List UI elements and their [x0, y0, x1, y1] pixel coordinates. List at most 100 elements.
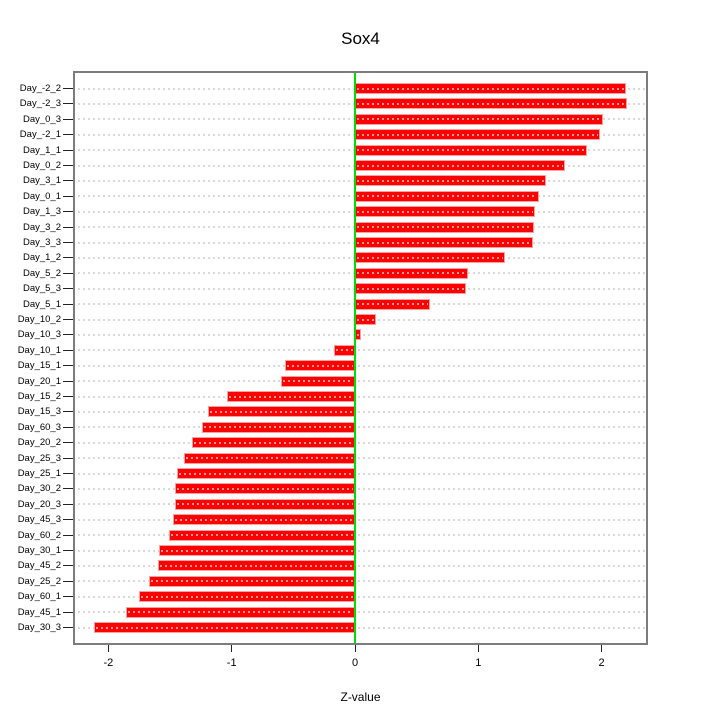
gridline	[73, 349, 648, 352]
bar-dotted-overlay	[357, 272, 467, 275]
bar	[281, 375, 355, 387]
gridline	[73, 457, 648, 460]
gridline	[73, 564, 648, 567]
bar-dotted-overlay	[185, 457, 353, 460]
y-axis-tick	[63, 503, 73, 505]
zero-reference-line	[354, 71, 356, 645]
bar	[355, 98, 628, 110]
y-axis-label: Day_10_2	[17, 314, 61, 325]
y-axis-tick	[63, 195, 73, 197]
bar-dotted-overlay	[357, 333, 360, 336]
bar-dotted-overlay	[127, 611, 353, 614]
y-axis-label: Day_5_3	[22, 283, 61, 295]
y-axis-tick	[63, 396, 73, 397]
y-axis-label: Day_0_3	[22, 113, 61, 125]
y-axis-label: Day_25_1	[17, 468, 61, 479]
y-axis-tick	[63, 242, 73, 243]
y-axis-label: Day_5_2	[22, 267, 61, 279]
bar	[355, 113, 603, 125]
bar-dotted-overlay	[228, 395, 353, 398]
y-axis-label: Day_45_3	[17, 514, 61, 526]
y-axis-label: Day_60_3	[17, 421, 61, 433]
y-axis-label: Day_15_1	[17, 360, 61, 372]
bar-dotted-overlay	[357, 256, 504, 259]
gridline	[73, 441, 648, 444]
bar	[174, 498, 355, 510]
bar-dotted-overlay	[141, 595, 353, 598]
y-axis-label: Day_45_1	[17, 606, 61, 618]
y-axis-label: Day_60_1	[17, 591, 61, 603]
bar	[157, 560, 355, 572]
chart-title: Sox4	[341, 29, 380, 48]
x-axis-tick	[601, 645, 603, 652]
bar-dotted-overlay	[357, 226, 532, 229]
y-axis-tick	[63, 118, 73, 120]
bar	[226, 391, 355, 402]
gridline	[73, 426, 648, 429]
y-axis-tick	[63, 627, 73, 628]
gridline	[73, 364, 648, 367]
bar	[355, 83, 627, 94]
y-axis-tick	[63, 272, 73, 274]
y-axis-label: Day_10_1	[17, 344, 61, 356]
x-axis-tick	[231, 645, 233, 652]
bar	[125, 606, 355, 618]
plot-area	[73, 71, 648, 645]
plot-box-border	[73, 71, 648, 645]
bar-dotted-overlay	[357, 118, 601, 121]
bar	[172, 514, 355, 526]
gridline	[73, 534, 648, 537]
y-axis-tick	[63, 488, 73, 490]
bar-dotted-overlay	[160, 549, 353, 552]
bar-dotted-overlay	[357, 164, 563, 167]
y-axis-label: Day_0_1	[22, 190, 61, 202]
bar-dotted-overlay	[283, 380, 353, 383]
x-axis-tick	[477, 645, 479, 652]
y-axis-label: Day_20_3	[17, 498, 61, 510]
y-axis-tick	[63, 580, 73, 582]
bar-dotted-overlay	[357, 241, 531, 244]
bar-dotted-overlay	[357, 287, 464, 290]
gridline	[73, 518, 648, 521]
bar	[158, 545, 355, 556]
bar-dotted-overlay	[159, 564, 353, 567]
y-axis-tick	[63, 380, 73, 382]
y-axis-tick	[63, 103, 73, 105]
y-axis-label: Day_15_2	[17, 391, 61, 402]
bar	[139, 591, 355, 603]
gridline	[73, 395, 648, 398]
y-axis-tick	[63, 365, 73, 367]
gridline	[73, 580, 648, 583]
y-axis-label: Day_3_1	[22, 175, 61, 187]
y-axis-tick	[63, 288, 73, 290]
bar-dotted-overlay	[336, 349, 353, 352]
bar-dotted-overlay	[357, 195, 537, 198]
bar	[355, 190, 539, 202]
gridline	[73, 626, 648, 629]
x-axis-tick	[354, 645, 356, 652]
bar-dotted-overlay	[286, 364, 353, 367]
y-axis-tick	[63, 411, 73, 413]
x-axis-title: Z-value	[340, 690, 381, 704]
y-axis-tick	[63, 519, 73, 521]
bar	[355, 252, 506, 264]
y-axis-label: Day_0_2	[22, 160, 61, 171]
y-axis-label: Day_45_2	[17, 560, 61, 572]
bar	[355, 129, 601, 141]
x-axis-tick-label: 2	[598, 657, 605, 669]
y-axis-tick	[63, 596, 73, 598]
y-axis-label: Day_-2_1	[19, 129, 61, 141]
bar	[192, 437, 355, 449]
gridline	[73, 595, 648, 598]
bar-dotted-overlay	[357, 210, 534, 213]
y-axis-tick	[63, 180, 73, 182]
gridline	[73, 472, 648, 475]
bar	[284, 360, 355, 372]
y-axis-tick	[63, 226, 73, 228]
bar	[183, 452, 355, 464]
bar-dotted-overlay	[357, 303, 429, 306]
y-axis-label: Day_-2_3	[19, 98, 61, 110]
bar-dotted-overlay	[170, 534, 353, 537]
bar	[355, 237, 533, 248]
